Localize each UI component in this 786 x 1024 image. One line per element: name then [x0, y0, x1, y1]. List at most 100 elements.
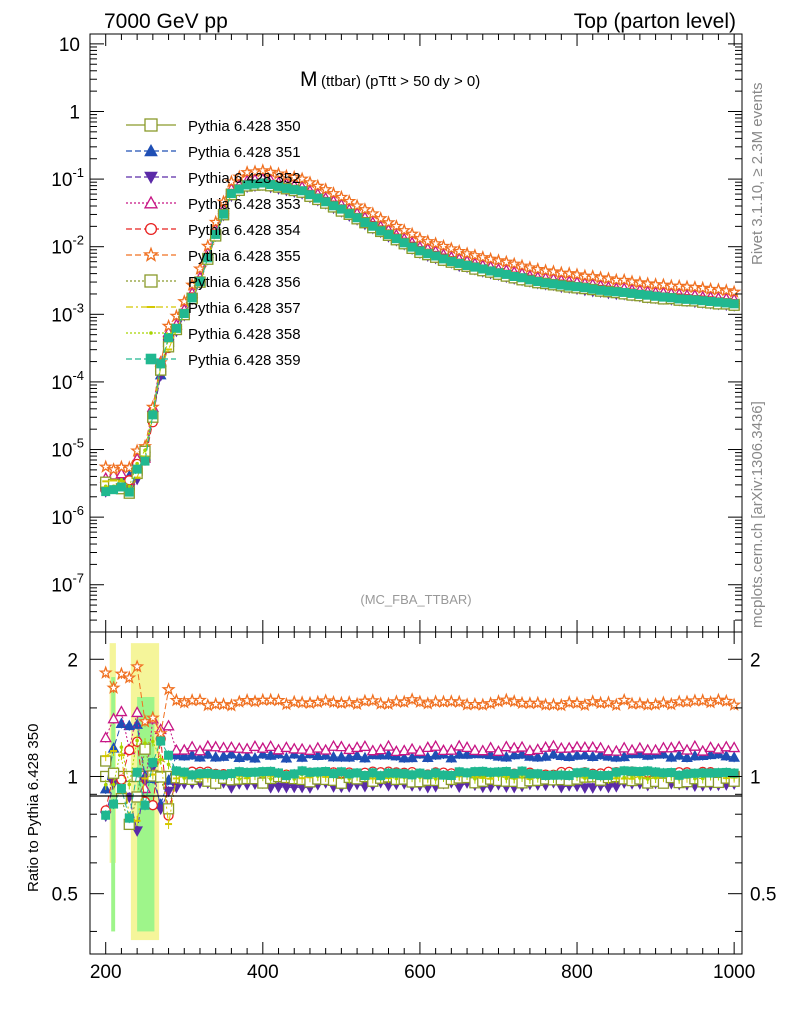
ratio-point-marker [525, 769, 535, 779]
data-point-marker [530, 261, 545, 276]
ratio-point-marker [127, 782, 132, 787]
ratio-point-marker [192, 692, 208, 707]
ratio-point-marker [420, 696, 435, 710]
ratio-point-marker [211, 769, 221, 779]
data-point-marker [321, 197, 331, 207]
ratio-point-marker [352, 768, 362, 778]
ratio-point-marker [268, 777, 273, 781]
ratio-point-marker [107, 767, 120, 779]
main-axis-ticks: 10 1 10-1 10-2 10-3 10-4 10-5 10-6 10-7 [51, 34, 742, 633]
ratio-point-marker [483, 696, 498, 710]
ratio-point-marker [264, 749, 277, 760]
ratio-point-marker [632, 696, 647, 710]
ratio-point-marker [588, 770, 598, 780]
ratio-point-marker [109, 799, 119, 809]
ratio-point-marker [394, 776, 399, 781]
data-point-marker [133, 476, 141, 479]
ratio-point-marker [200, 698, 215, 712]
data-point-marker [596, 285, 606, 295]
ratio-point-marker [523, 744, 537, 756]
ratio-point-marker [407, 770, 417, 780]
ratio-point-marker [242, 767, 252, 777]
data-point-marker [588, 284, 598, 294]
data-point-marker [462, 260, 472, 270]
ratio-point-marker [480, 774, 485, 779]
data-point-marker [399, 238, 409, 248]
ratio-point-marker [233, 751, 246, 763]
ratio-point-marker [406, 751, 418, 763]
ratio-point-marker [638, 776, 642, 780]
data-point-marker [110, 479, 118, 482]
ratio-point-marker [219, 770, 229, 780]
ratio-point-marker [217, 741, 230, 753]
data-point-marker [420, 233, 435, 248]
ratio-point-marker [703, 694, 718, 709]
legend-entry: Pythia 6.428 350 [126, 118, 301, 135]
legend-label: Pythia 6.428 357 [188, 300, 301, 317]
ratio-point-marker [203, 768, 213, 778]
ratio-point-marker [728, 741, 741, 753]
ratio-point-marker [719, 693, 734, 708]
data-point-marker [102, 480, 110, 483]
data-point-marker [106, 462, 121, 476]
ratio-point-marker [116, 783, 126, 793]
data-point-marker [195, 277, 205, 287]
ratio-plot-content [98, 643, 742, 941]
data-point-marker [415, 246, 425, 256]
ratio-point-marker [603, 770, 613, 780]
ratio-point-marker [336, 767, 346, 777]
ratio-point-marker [421, 741, 434, 753]
ratio-point-marker [194, 750, 206, 762]
ratio-point-marker [130, 659, 145, 673]
ratio-point-marker [547, 739, 560, 751]
ratio-point-marker [570, 740, 584, 752]
ratio-point-marker [264, 740, 277, 752]
main-series-359 [101, 178, 739, 497]
ratio-point-marker [288, 742, 301, 754]
ratio-point-marker [313, 767, 323, 777]
mcplots-label: mcplots.cern.ch [arXiv:1306.3436] [749, 401, 766, 628]
ratio-point-marker [249, 752, 261, 763]
data-point-marker [192, 261, 208, 275]
data-point-marker [360, 217, 370, 227]
ratio-point-marker [618, 741, 631, 753]
data-point-marker [368, 221, 378, 231]
ratio-point-marker [431, 768, 441, 778]
data-point-marker [729, 299, 739, 309]
ratio-point-marker [653, 776, 658, 780]
ratio-point-marker [476, 744, 489, 756]
ratio-point-marker [165, 823, 173, 826]
legend-marker [149, 331, 153, 335]
ratio-point-marker [516, 748, 528, 759]
data-point-marker [721, 298, 731, 308]
data-point-marker [690, 295, 700, 305]
ratio-point-marker [178, 749, 191, 761]
ratio-point-marker [334, 695, 349, 710]
data-point-marker [493, 268, 503, 278]
legend-marker [144, 171, 158, 185]
ratio-point-marker [131, 706, 144, 718]
data-point-marker [342, 193, 357, 208]
legend-marker [146, 306, 156, 308]
ratio-point-marker [326, 694, 341, 709]
data-point-marker [365, 206, 380, 220]
ratio-point-marker [452, 694, 467, 708]
ratio-point-marker [156, 736, 166, 746]
ratio-point-marker [162, 803, 175, 815]
data-point-marker [141, 455, 149, 458]
data-point-marker [514, 258, 530, 272]
ratio-point-marker [240, 692, 255, 707]
ratio-point-marker [398, 744, 411, 756]
ratio-point-marker [103, 782, 108, 787]
data-point-marker [719, 283, 734, 297]
ratio-point-marker [501, 766, 511, 776]
ratio-point-marker [106, 680, 121, 694]
ratio-point-marker [645, 777, 650, 781]
ratio-point-marker [539, 740, 552, 752]
ratio-point-marker [149, 773, 157, 776]
data-point-marker [713, 297, 723, 307]
ratio-point-marker [515, 740, 529, 752]
ratio-point-marker [305, 767, 315, 777]
ratio-point-marker [579, 748, 591, 760]
data-point-marker [475, 250, 490, 264]
